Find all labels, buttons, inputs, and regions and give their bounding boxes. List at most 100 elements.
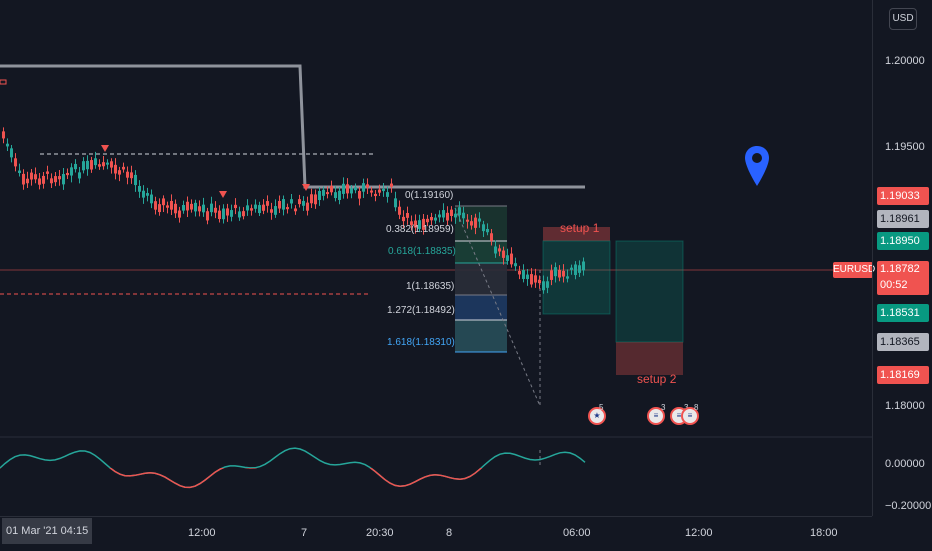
candle-body	[478, 218, 481, 222]
candle-body	[246, 205, 249, 211]
price-tick: 1.18000	[885, 400, 925, 412]
candle-body	[378, 189, 381, 193]
candle-body	[290, 199, 293, 204]
candle-body	[18, 170, 21, 173]
candle-body	[418, 220, 421, 229]
setup2-target-zone[interactable]	[615, 240, 684, 343]
currency-button[interactable]: USD	[889, 8, 917, 30]
candle-body	[38, 178, 41, 185]
candle-body	[362, 183, 365, 192]
candle-body	[134, 174, 137, 186]
candle-body	[334, 192, 337, 199]
candle-body	[470, 221, 473, 226]
candle-body	[22, 173, 25, 185]
candle-body	[130, 172, 133, 179]
candle-body	[506, 255, 509, 261]
us-flag-icon[interactable]: ≡	[681, 407, 699, 425]
candle-body	[510, 253, 513, 265]
candle-body	[114, 164, 117, 174]
candle-body	[202, 204, 205, 213]
candle-body	[158, 204, 161, 213]
candle-body	[482, 224, 485, 232]
candle-body	[318, 190, 321, 201]
fib-zone-1	[455, 206, 507, 241]
candle-body	[446, 212, 449, 221]
current-price: 1.18782	[880, 263, 920, 275]
candle-body	[210, 203, 213, 213]
candle-body	[138, 185, 141, 192]
candle-body	[486, 229, 489, 233]
candle-body	[42, 175, 45, 184]
candle-body	[390, 183, 393, 187]
candle-body	[94, 158, 97, 166]
candle-body	[222, 208, 225, 220]
us-flag-icon[interactable]: ≡	[647, 407, 665, 425]
candle-body	[358, 190, 361, 199]
candlestick-series	[2, 127, 585, 294]
oscillator-line	[0, 447, 586, 489]
candle-body	[454, 213, 457, 218]
price-tag: 1.18169	[877, 366, 929, 384]
fib-zone-3	[455, 263, 507, 295]
setup1-target-zone[interactable]	[542, 240, 611, 315]
candle-body	[498, 248, 501, 252]
candle-body	[434, 217, 437, 221]
candle-body	[426, 218, 429, 223]
symbol-badge: EURUSD	[833, 262, 875, 278]
candle-body	[402, 216, 405, 222]
candle-body	[194, 202, 197, 212]
candle-body	[550, 270, 553, 280]
candle-body	[226, 208, 229, 216]
time-tick: 20:30	[366, 527, 394, 539]
candle-body	[462, 212, 465, 219]
countdown: 00:52	[880, 279, 908, 291]
candle-body	[98, 164, 101, 167]
candle-body	[582, 261, 585, 271]
candle-body	[370, 190, 373, 193]
candle-body	[182, 205, 185, 211]
candle-body	[294, 208, 297, 212]
candle-body	[314, 194, 317, 205]
candle-body	[150, 194, 153, 204]
fib-zone-5	[455, 320, 507, 352]
price-tag: 1.19033	[877, 187, 929, 205]
setup2-risk-zone[interactable]	[616, 342, 683, 375]
eu-flag-icon[interactable]: ★	[588, 407, 606, 425]
event-count: 8	[694, 403, 699, 412]
candle-body	[310, 194, 313, 204]
candle-body	[250, 208, 253, 211]
candle-body	[278, 200, 281, 209]
candle-body	[342, 183, 345, 194]
fib-label-1: 1(1.18635)	[406, 281, 455, 292]
candle-body	[422, 218, 425, 230]
candle-body	[494, 246, 497, 254]
candle-body	[238, 211, 241, 218]
htf-step-line[interactable]	[0, 64, 585, 189]
candle-body	[518, 270, 521, 275]
candle-body	[366, 184, 369, 188]
candle-body	[330, 185, 333, 193]
candle-body	[242, 211, 245, 217]
candle-body	[382, 188, 385, 192]
candle-body	[270, 209, 273, 213]
candle-body	[298, 199, 301, 205]
candle-body	[262, 204, 265, 211]
candle-body	[58, 176, 61, 180]
date-badge: 01 Mar '21 04:15	[2, 518, 93, 544]
location-pin-icon[interactable]	[745, 146, 769, 191]
setup1-risk-zone[interactable]	[543, 227, 610, 241]
candle-body	[218, 210, 221, 219]
candle-body	[118, 170, 121, 175]
price-tag: 1.18961	[877, 210, 929, 228]
price-tag: 1.18950	[877, 232, 929, 250]
price-tick: 1.19500	[885, 141, 925, 153]
time-axis[interactable]: 12:00 7 20:30 8 06:00 12:00 18:00	[0, 516, 872, 551]
price-chart[interactable]	[0, 0, 872, 516]
candle-body	[214, 207, 217, 213]
candle-body	[574, 264, 577, 276]
candle-body	[178, 210, 181, 218]
time-tick: 12:00	[188, 527, 216, 539]
price-axis[interactable]: 1.20000 1.19500 1.18000 0.00000 −0.20000…	[872, 0, 932, 516]
candle-body	[122, 166, 125, 170]
candle-body	[62, 174, 65, 185]
